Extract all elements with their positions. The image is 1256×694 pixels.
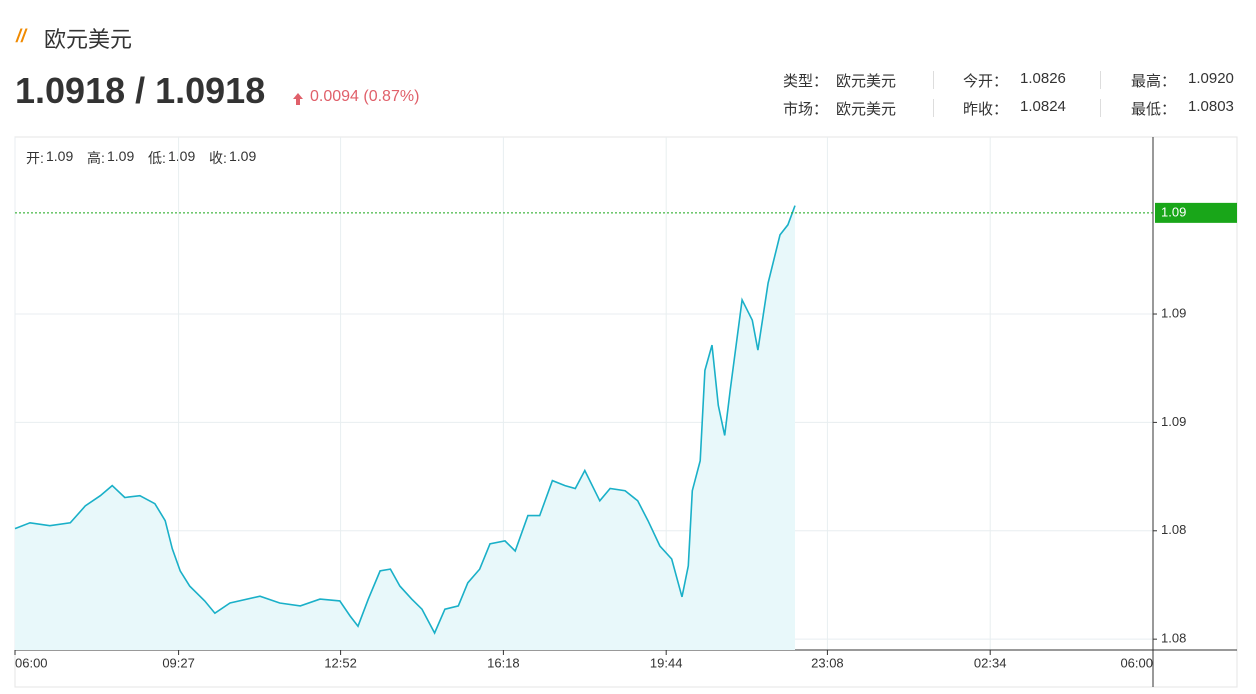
ohlc-value: 1.09 xyxy=(168,148,196,164)
y-tick-label: 1.09 xyxy=(1161,305,1186,320)
ohlc-label: 收: xyxy=(209,150,227,166)
info-label: 昨收： xyxy=(963,101,1009,118)
current-price-label: 1.09 xyxy=(1161,204,1186,219)
info-label: 最低： xyxy=(1131,101,1177,118)
info-label: 最高： xyxy=(1131,73,1177,90)
info-value: 欧元美元 xyxy=(836,73,897,90)
x-tick-label: 02:34 xyxy=(974,655,1007,670)
separator xyxy=(933,99,934,117)
x-tick-label: 09:27 xyxy=(162,655,195,670)
x-tick-label: 06:00 xyxy=(15,655,48,670)
x-tick-label: 06:00 xyxy=(1120,655,1153,670)
ohlc-label: 开: xyxy=(26,150,44,166)
y-tick-label: 1.08 xyxy=(1161,522,1186,537)
y-tick-label: 1.09 xyxy=(1161,414,1186,429)
info-value: 1.0920 xyxy=(1188,70,1234,87)
y-tick-label: 1.08 xyxy=(1161,631,1186,646)
x-tick-label: 23:08 xyxy=(811,655,844,670)
info-label: 今开： xyxy=(963,73,1009,90)
title: 欧元美元 xyxy=(44,27,133,52)
separator xyxy=(1100,71,1101,89)
price: 1.0918 / 1.0918 xyxy=(15,70,266,111)
ohlc-label: 高: xyxy=(87,150,105,166)
ohlc-value: 1.09 xyxy=(46,148,74,164)
info-value: 1.0826 xyxy=(1020,70,1066,87)
separator xyxy=(933,71,934,89)
price-line xyxy=(14,205,796,635)
up-arrow xyxy=(293,93,303,105)
info-value: 欧元美元 xyxy=(836,101,897,118)
ohlc-value: 1.09 xyxy=(107,148,135,164)
x-tick-label: 19:44 xyxy=(650,655,683,670)
x-tick-label: 12:52 xyxy=(324,655,357,670)
current-price-badge xyxy=(1155,202,1237,223)
ohlc-value: 1.09 xyxy=(229,148,257,164)
separator xyxy=(1100,99,1101,117)
price-change: 0.0094 (0.87%) xyxy=(310,88,420,105)
info-label: 类型： xyxy=(783,73,829,90)
info-value: 1.0803 xyxy=(1188,98,1234,115)
area-fill xyxy=(15,205,796,650)
info-label: 市场： xyxy=(783,101,829,118)
ohlc-label: 低: xyxy=(148,150,166,166)
logo-icon: // xyxy=(16,26,27,46)
info-value: 1.0824 xyxy=(1020,98,1066,115)
x-tick-label: 16:18 xyxy=(487,655,520,670)
